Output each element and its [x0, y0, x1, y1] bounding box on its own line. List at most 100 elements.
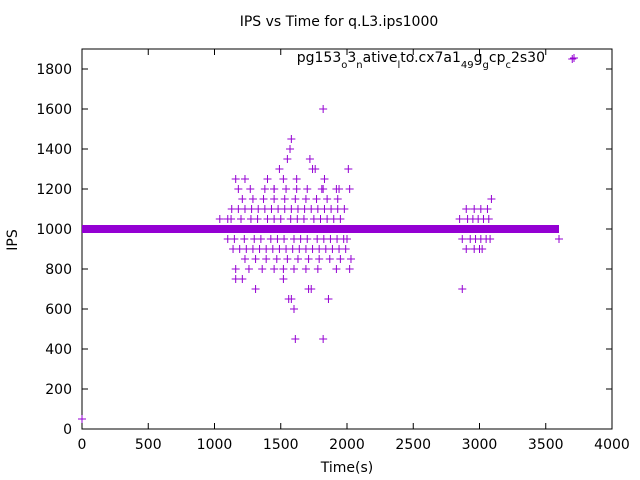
- data-point-outlier: [320, 175, 329, 183]
- data-point: [237, 215, 245, 223]
- data-point-outlier: [287, 135, 296, 143]
- data-point-outlier: [319, 185, 328, 193]
- legend-label: pg153o3nativelto.cx7a149ggcpc2s30: [297, 50, 545, 71]
- data-point: [340, 205, 349, 213]
- data-point-cluster2: [483, 205, 492, 213]
- y-tick-label: 1600: [36, 102, 72, 118]
- data-point: [301, 265, 310, 273]
- data-point: [256, 235, 265, 243]
- data-point: [312, 195, 321, 203]
- data-point: [341, 245, 350, 253]
- data-point: [253, 215, 262, 223]
- data-point-outlier: [78, 415, 86, 423]
- data-point-outlier: [223, 215, 232, 223]
- data-point: [280, 235, 289, 243]
- data-point-outlier: [270, 185, 279, 193]
- data-point: [260, 225, 269, 233]
- data-point-outlier: [292, 175, 301, 183]
- data-point: [346, 255, 355, 263]
- data-point: [260, 185, 269, 193]
- x-tick-label: 3000: [462, 437, 498, 453]
- data-point: [276, 215, 285, 223]
- data-point-outlier: [319, 105, 328, 113]
- data-point: [246, 185, 255, 193]
- data-point-cluster2: [458, 235, 467, 243]
- data-point: [283, 255, 292, 263]
- data-point-outlier: [263, 175, 272, 183]
- data-point: [332, 265, 341, 273]
- data-point: [272, 255, 281, 263]
- data-point: [336, 215, 345, 223]
- legend-marker: [570, 54, 578, 62]
- data-point-outlier: [319, 335, 328, 343]
- data-point-cluster2: [484, 215, 493, 223]
- data-point: [240, 255, 249, 263]
- data-point: [258, 265, 267, 273]
- data-point: [336, 255, 345, 263]
- data-point-outlier: [555, 235, 563, 243]
- data-point-cluster2: [458, 285, 467, 293]
- data-point: [270, 265, 279, 273]
- data-point-cluster2: [486, 235, 495, 243]
- data-point-outlier: [307, 285, 316, 293]
- y-tick-label: 0: [63, 422, 72, 438]
- data-point: [301, 195, 310, 203]
- legend: pg153o3nativelto.cx7a149ggcpc2s30: [297, 50, 578, 71]
- y-tick-label: 600: [45, 302, 72, 318]
- data-point-outlier: [251, 285, 260, 293]
- data-point: [238, 195, 247, 203]
- y-tick-label: 1200: [36, 182, 72, 198]
- data-point-outlier: [286, 145, 295, 153]
- data-point: [280, 195, 289, 203]
- data-point: [230, 235, 239, 243]
- y-axis-label: IPS: [5, 229, 21, 251]
- x-axis-label: Time(s): [320, 460, 373, 476]
- data-point: [233, 225, 242, 233]
- data-point-outlier: [231, 175, 240, 183]
- data-point-outlier: [283, 155, 292, 163]
- x-tick-label: 0: [78, 437, 87, 453]
- data-point: [303, 235, 312, 243]
- data-point-outlier: [344, 165, 353, 173]
- x-tick-label: 3500: [528, 437, 564, 453]
- data-point: [244, 265, 253, 273]
- data-point: [243, 225, 252, 233]
- data-point: [291, 195, 300, 203]
- data-point-cluster2: [462, 205, 471, 213]
- data-point: [290, 265, 298, 273]
- data-point-outlier: [308, 165, 317, 173]
- data-point-outlier: [287, 295, 296, 303]
- data-point: [299, 215, 308, 223]
- data-point-outlier: [335, 185, 344, 193]
- data-point-cluster2: [455, 215, 464, 223]
- data-point: [333, 195, 342, 203]
- data-point-outlier: [279, 175, 288, 183]
- data-point: [270, 195, 279, 203]
- data-point-cluster2: [487, 195, 496, 203]
- data-point-outlier: [231, 265, 240, 273]
- data-point: [262, 255, 271, 263]
- data-point-outlier: [305, 155, 314, 163]
- data-point: [343, 235, 351, 243]
- x-tick-label: 1500: [263, 437, 299, 453]
- data-point: [325, 255, 334, 263]
- chart-title: IPS vs Time for q.L3.ips1000: [240, 14, 439, 30]
- data-point: [323, 195, 332, 203]
- x-tick-label: 1000: [197, 437, 233, 453]
- data-point-cluster2: [460, 225, 469, 233]
- data-point: [313, 265, 322, 273]
- x-tick-label: 4000: [594, 437, 630, 453]
- data-point-outlier: [234, 185, 243, 193]
- data-point: [345, 265, 354, 273]
- data-point-outlier: [279, 275, 288, 283]
- data-point: [251, 255, 260, 263]
- data-point: [292, 185, 301, 193]
- data-point-outlier: [324, 295, 333, 303]
- data-point: [259, 195, 268, 203]
- axis-ticks: 0 500 1000 1500 2000 2500 3000 3500 4000 0 200 400 6…: [36, 49, 630, 453]
- y-tick-label: 1000: [36, 222, 72, 238]
- data-point-outlier: [240, 175, 249, 183]
- data-point: [240, 235, 249, 243]
- y-tick-label: 200: [45, 382, 72, 398]
